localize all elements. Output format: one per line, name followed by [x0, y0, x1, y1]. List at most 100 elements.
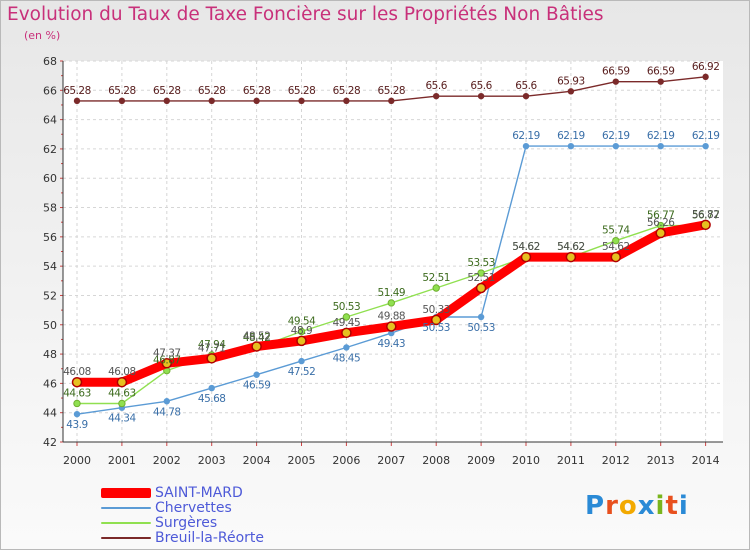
x-tick-label: 2011 [557, 454, 585, 467]
series-point-1-9 [477, 313, 485, 321]
data-label-2-2: 46.87 [153, 355, 181, 367]
series-point-0-9 [475, 282, 487, 294]
series-point-1-0 [73, 410, 81, 418]
data-label-1-1: 44.34 [108, 413, 136, 425]
series-point-0-2 [161, 358, 173, 369]
series-point-1-6 [343, 344, 350, 351]
x-tick-label: 2006 [332, 454, 360, 467]
series-point-3-2 [163, 97, 170, 105]
data-label-2-14: 56.77 [692, 210, 720, 222]
x-tick-label: 2004 [243, 454, 271, 467]
data-label-0-11: 54.62 [557, 241, 585, 253]
data-label-1-13: 62.19 [647, 130, 675, 142]
data-label-2-13: 56.77 [647, 210, 675, 222]
legend: SAINT-MARD Chervettes Surgères Breuil-la… [101, 484, 265, 546]
series-point-0-14 [700, 219, 711, 231]
data-label-2-11: 54.62 [557, 241, 585, 253]
y-tick-label: 54 [43, 260, 57, 273]
series-point-0-5 [296, 335, 307, 347]
legend-item-breuil-la-reorte: Breuil-la-Réorte [101, 529, 265, 546]
x-tick-label: 2002 [153, 454, 181, 467]
plot-area [63, 61, 723, 442]
x-tick-label: 2012 [602, 454, 630, 467]
y-tick-label: 68 [43, 55, 57, 68]
data-label-1-7: 49.43 [378, 338, 406, 350]
data-label-1-9: 50.53 [467, 322, 495, 334]
series-point-0-0 [71, 376, 83, 388]
data-label-2-4: 48.42 [243, 332, 271, 344]
legend-swatch-breuil-la-reorte [101, 536, 151, 539]
x-tick-label: 2008 [422, 454, 450, 467]
data-label-0-2: 47.37 [153, 347, 181, 359]
x-tick-label: 2001 [108, 454, 136, 467]
y-tick-label: 60 [43, 172, 57, 185]
y-tick-label: 62 [43, 143, 57, 156]
data-label-0-4: 48.52 [243, 330, 271, 342]
data-label-3-0: 65.28 [63, 85, 91, 97]
data-label-3-12: 66.59 [602, 66, 630, 78]
data-label-2-12: 55.74 [602, 225, 630, 237]
series-point-1-13 [657, 142, 664, 150]
series-point-3-12 [612, 78, 619, 85]
y-tick-label: 64 [43, 114, 57, 127]
data-label-1-11: 62.19 [557, 130, 585, 142]
series-point-1-2 [163, 398, 170, 405]
data-label-3-4: 65.28 [243, 85, 271, 97]
data-label-2-6: 50.53 [333, 301, 361, 313]
data-label-1-8: 50.53 [422, 322, 450, 334]
logo-letter: i [678, 491, 689, 521]
data-label-0-10: 54.62 [512, 241, 540, 253]
data-label-1-10: 62.19 [512, 130, 540, 142]
legend-label-saint-mard: SAINT-MARD [155, 484, 243, 501]
series-point-2-0 [73, 399, 81, 408]
data-label-2-3: 47.94 [198, 339, 226, 351]
series-point-3-9 [477, 92, 485, 100]
series-point-1-14 [702, 142, 709, 150]
data-label-2-9: 53.53 [467, 257, 495, 269]
series-point-1-4 [253, 371, 260, 378]
data-label-0-12: 54.62 [602, 241, 630, 253]
data-label-3-3: 65.28 [198, 85, 226, 97]
logo-letter: i [655, 491, 666, 521]
series-point-0-7 [386, 321, 397, 332]
series-point-2-8 [432, 284, 440, 292]
chart-title: Evolution du Taux de Taxe Foncière sur l… [7, 4, 604, 25]
data-label-1-4: 46.59 [243, 380, 271, 392]
series-point-0-11 [565, 251, 577, 263]
data-label-3-14: 66.92 [692, 61, 720, 73]
x-tick-label: 2009 [467, 454, 495, 467]
series-point-0-8 [430, 314, 442, 326]
series-point-3-5 [298, 97, 305, 105]
data-label-3-6: 65.28 [333, 85, 361, 97]
data-label-2-0: 44.63 [63, 387, 91, 399]
data-label-0-9: 52.51 [467, 272, 495, 284]
data-label-1-12: 62.19 [602, 130, 630, 142]
series-point-0-13 [655, 227, 666, 239]
logo-letter: o [618, 491, 638, 521]
data-label-0-6: 49.45 [333, 317, 361, 329]
data-label-0-8: 50.33 [422, 304, 450, 316]
series-point-3-3 [208, 97, 215, 105]
data-label-3-9: 65.6 [470, 80, 492, 92]
x-tick-label: 2005 [288, 454, 316, 467]
y-tick-label: 48 [43, 348, 57, 361]
legend-label-breuil-la-reorte: Breuil-la-Réorte [155, 529, 265, 546]
logo-letter: r [605, 491, 619, 521]
series-point-0-4 [251, 341, 262, 352]
data-label-2-7: 51.49 [378, 287, 406, 299]
y-tick-label: 44 [43, 407, 57, 420]
legend-label-chervettes: Chervettes [155, 499, 232, 516]
series-point-0-12 [610, 251, 622, 263]
series-point-3-10 [522, 92, 530, 100]
series-point-1-3 [208, 384, 215, 392]
series-point-3-11 [567, 88, 575, 95]
legend-swatch-saint-mard [101, 487, 151, 498]
data-label-2-10: 54.62 [512, 241, 540, 253]
series-point-3-0 [73, 97, 81, 105]
series-point-1-12 [612, 142, 619, 150]
x-tick-label: 2010 [512, 454, 540, 467]
data-label-1-0: 43.9 [66, 419, 87, 431]
data-label-0-5: 48.9 [291, 325, 312, 337]
y-tick-label: 46 [43, 377, 57, 390]
x-tick-label: 2000 [63, 454, 91, 467]
